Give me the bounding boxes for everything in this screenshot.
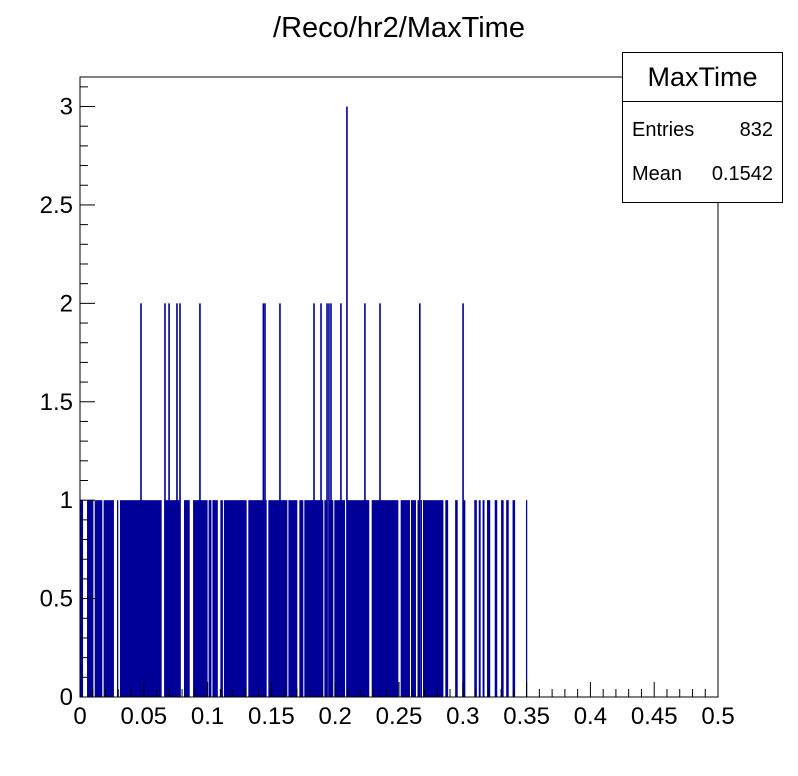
y-axis-tick-label: 1.5 xyxy=(40,389,73,416)
histogram-bar xyxy=(418,303,421,697)
x-axis-tick-label: 0.35 xyxy=(503,703,550,730)
histogram-bar xyxy=(94,500,103,697)
stats-mean-value: 0.1542 xyxy=(711,162,773,185)
histogram-bar xyxy=(268,500,288,697)
histogram-bar xyxy=(248,500,267,697)
y-axis-tick-label: 3 xyxy=(60,94,73,121)
histogram-bar xyxy=(212,500,218,697)
histogram-bar xyxy=(262,303,265,697)
x-axis-tick-label: 0.45 xyxy=(631,703,678,730)
histogram-bar xyxy=(462,303,464,697)
y-axis-tick-label: 2.5 xyxy=(40,192,73,219)
stats-row-entries: Entries 832 xyxy=(632,119,773,142)
histogram-bar xyxy=(334,500,346,697)
histogram-bar xyxy=(208,500,212,697)
histogram-bar xyxy=(168,303,170,697)
y-axis-tick-label: 0.5 xyxy=(40,586,73,613)
histogram-bar xyxy=(494,500,498,697)
stats-box-title: MaxTime xyxy=(623,53,782,102)
y-axis-tick-label: 2 xyxy=(60,290,73,317)
histogram-bar xyxy=(179,303,181,697)
histogram-bar xyxy=(164,500,180,697)
histogram-bar xyxy=(487,500,491,697)
histogram-bar xyxy=(400,500,410,697)
histogram-bar xyxy=(478,500,481,697)
histogram-bar xyxy=(455,500,458,697)
histogram-bar xyxy=(220,500,223,697)
histogram-bar xyxy=(364,303,366,697)
histogram-bar xyxy=(417,500,420,697)
histogram-bar xyxy=(320,303,322,697)
histogram-bar xyxy=(223,500,247,697)
x-axis-tick-label: 0.5 xyxy=(701,703,734,730)
histogram-bar xyxy=(279,303,281,697)
histogram-bar xyxy=(420,500,422,697)
histogram-bar xyxy=(288,500,298,697)
x-axis-tick-label: 0.4 xyxy=(574,703,607,730)
histogram-bar xyxy=(330,303,332,697)
histogram-bar xyxy=(183,500,190,697)
stats-entries-label: Entries xyxy=(632,118,695,141)
histogram-bar xyxy=(347,500,370,697)
histogram-bar xyxy=(299,500,304,697)
x-axis-tick-label: 0.2 xyxy=(319,703,352,730)
y-axis-tick-label: 1 xyxy=(60,487,73,514)
histogram-bar xyxy=(501,500,504,697)
stats-box-rows: Entries 832 Mean 0.1542 xyxy=(623,102,782,202)
chart-title: /Reco/hr2/MaxTime xyxy=(273,12,525,44)
histogram-bar xyxy=(176,303,178,697)
histogram-bar xyxy=(328,303,330,697)
stats-row-mean: Mean 0.1542 xyxy=(632,163,773,186)
stats-mean-label: Mean xyxy=(632,162,683,185)
y-axis-tick-label: 0 xyxy=(60,684,73,711)
x-axis-tick-label: 0.25 xyxy=(376,703,423,730)
x-axis-tick-label: 0.05 xyxy=(120,703,167,730)
histogram-bar xyxy=(379,303,381,697)
x-axis-tick-label: 0.3 xyxy=(446,703,479,730)
histogram-bar xyxy=(313,303,315,697)
histogram-bar xyxy=(445,500,449,697)
histogram-bar xyxy=(512,500,516,697)
histogram-bar xyxy=(103,500,114,697)
histogram-bar xyxy=(324,500,328,697)
histogram-bar xyxy=(326,303,328,697)
histogram-bar xyxy=(474,500,477,697)
histogram-bar xyxy=(482,500,485,697)
histogram-bar xyxy=(140,303,142,697)
histogram-bar xyxy=(264,303,266,697)
histogram-bar xyxy=(117,500,119,697)
histogram-bar xyxy=(340,303,342,697)
x-axis-tick-label: 0 xyxy=(73,703,86,730)
stats-box: MaxTime Entries 832 Mean 0.1542 xyxy=(622,52,783,203)
x-axis-tick-label: 0.15 xyxy=(248,703,295,730)
x-axis-tick-label: 0.1 xyxy=(191,703,224,730)
histogram-bar xyxy=(410,500,416,697)
histogram-bar xyxy=(164,303,166,697)
histogram-bar xyxy=(346,106,348,698)
histogram-bar xyxy=(199,303,201,697)
histogram-bar xyxy=(422,500,444,697)
histogram-bar xyxy=(371,500,399,697)
histogram-bar xyxy=(462,500,466,697)
histogram-bar xyxy=(506,500,509,697)
stats-entries-value: 832 xyxy=(739,118,773,141)
histogram-bar xyxy=(525,500,528,697)
